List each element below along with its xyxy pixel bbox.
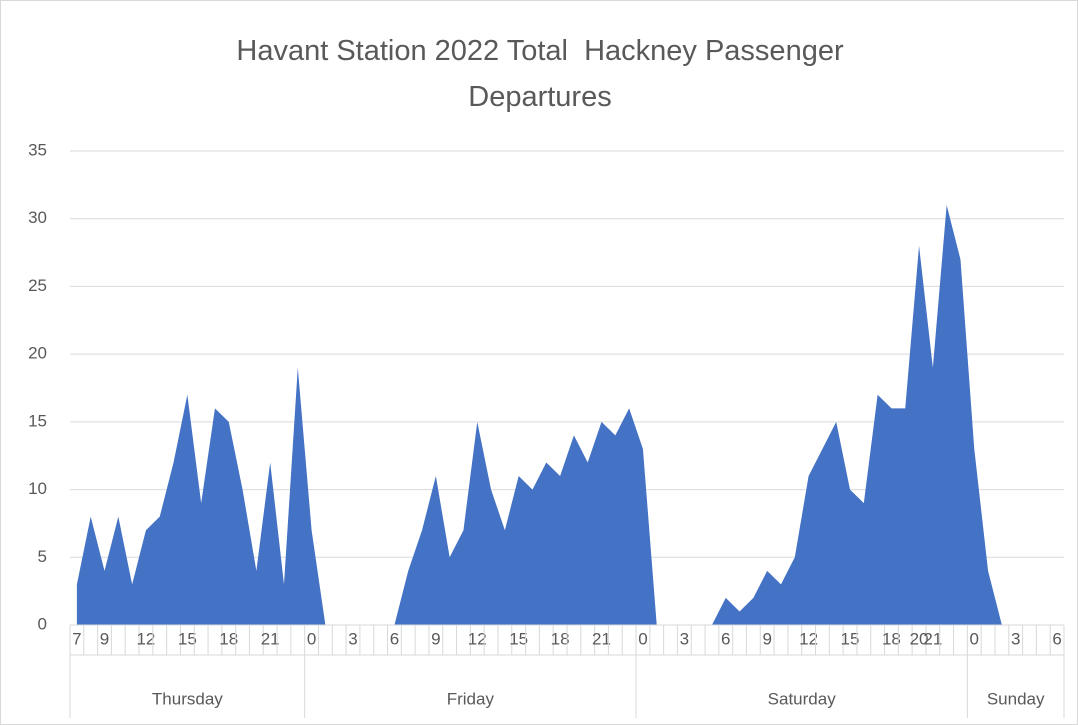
x-tick-label: 18 <box>219 629 238 648</box>
x-tick-label: 6 <box>721 629 730 648</box>
x-tick-label: 21 <box>261 629 280 648</box>
x-tick-label: 15 <box>509 629 528 648</box>
x-tick-label: 0 <box>307 629 316 648</box>
x-tick-label: 3 <box>348 629 357 648</box>
x-tick-label: 7 <box>72 629 81 648</box>
x-tick-label: 12 <box>136 629 155 648</box>
x-tick-label: 3 <box>1011 629 1020 648</box>
y-tick-label: 10 <box>28 479 47 498</box>
x-tick-label: 15 <box>178 629 197 648</box>
group-label: Saturday <box>768 689 837 708</box>
x-tick-label: 21 <box>592 629 611 648</box>
x-tick-label: 12 <box>799 629 818 648</box>
x-tick-label: 6 <box>1052 629 1061 648</box>
x-tick-label: 0 <box>970 629 979 648</box>
x-tick-label: 18 <box>882 629 901 648</box>
x-tick-label: 15 <box>841 629 860 648</box>
y-tick-label: 25 <box>28 276 47 295</box>
y-tick-label: 35 <box>28 140 47 159</box>
group-label: Friday <box>447 689 495 708</box>
x-tick-label: 20 <box>910 629 929 648</box>
x-tick-label: 9 <box>762 629 771 648</box>
y-tick-label: 0 <box>38 614 47 633</box>
y-tick-label: 5 <box>38 547 47 566</box>
x-tick-label: 3 <box>680 629 689 648</box>
x-tick-label: 0 <box>638 629 647 648</box>
chart-title: Havant Station 2022 Total Hackney Passen… <box>236 35 852 113</box>
y-tick-label: 30 <box>28 208 47 227</box>
group-label: Sunday <box>987 689 1045 708</box>
x-tick-label: 18 <box>551 629 570 648</box>
y-tick-label: 20 <box>28 344 47 363</box>
x-tick-label: 12 <box>468 629 487 648</box>
group-label: Thursday <box>152 689 223 708</box>
y-tick-label: 15 <box>28 411 47 430</box>
area <box>76 205 1002 625</box>
x-tick-label: 6 <box>390 629 399 648</box>
x-tick-label: 21 <box>923 629 942 648</box>
x-tick-label: 9 <box>431 629 440 648</box>
x-tick-label: 9 <box>100 629 109 648</box>
